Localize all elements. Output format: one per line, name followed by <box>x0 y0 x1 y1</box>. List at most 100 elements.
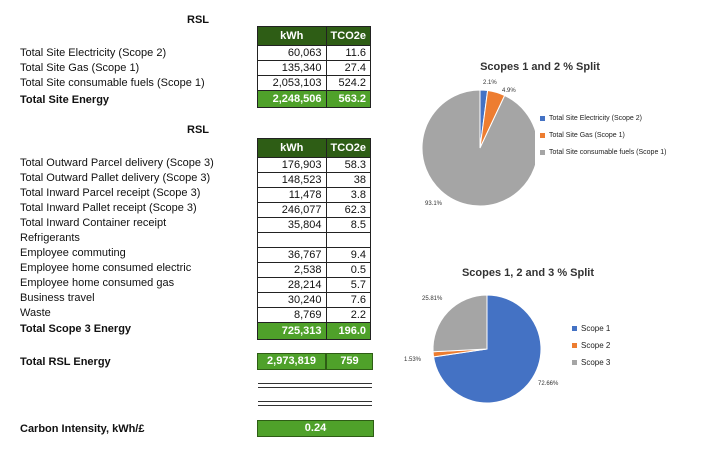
col-tco2e-header: TCO2e <box>325 138 372 158</box>
row-label: Total Outward Parcel delivery (Scope 3) <box>20 157 214 169</box>
table-row: 28,214 5.7 <box>257 277 372 293</box>
total-kwh-cell: 2,248,506 <box>257 90 327 108</box>
legend-item: Total Site consumable fuels (Scope 1) <box>540 144 667 161</box>
pie1-slice-3 <box>421 89 535 207</box>
pie2-slice-3 <box>432 294 488 353</box>
row-label: Business travel <box>20 292 95 304</box>
kwh-cell: 148,523 <box>257 172 327 188</box>
pie1-data-label: 93.1% <box>425 201 443 207</box>
pie2-data-label: 1.53% <box>404 357 422 363</box>
kwh-cell: 35,804 <box>257 217 327 233</box>
legend-label: Total Site Electricity (Scope 2) <box>549 115 642 122</box>
kwh-cell: 2,538 <box>257 262 327 278</box>
kwh-cell: 30,240 <box>257 292 327 308</box>
legend-item: Scope 3 <box>572 354 610 371</box>
tco2e-cell: 38 <box>325 172 372 188</box>
total-rsl-tco2e: 759 <box>326 353 373 370</box>
row-label: Total Inward Parcel receipt (Scope 3) <box>20 187 201 199</box>
row-label: Total Site Gas (Scope 1) <box>20 62 140 74</box>
kwh-cell: 8,769 <box>257 307 327 323</box>
legend-swatch <box>540 132 545 138</box>
carbon-intensity-value: 0.24 <box>257 420 374 437</box>
pie2-data-label: 72.66% <box>538 381 559 387</box>
total-row: 2,248,506 563.2 <box>257 90 372 108</box>
legend-swatch <box>572 343 577 349</box>
row-label: Total Outward Pallet delivery (Scope 3) <box>20 172 211 184</box>
total-row: 725,313 196.0 <box>257 322 372 340</box>
carbon-intensity-label: Carbon Intensity, kWh/£ <box>20 423 145 435</box>
chart2-pie: 72.66% 1.53% 25.81% <box>404 294 559 404</box>
tco2e-cell: 0.5 <box>325 262 372 278</box>
legend-label: Scope 2 <box>581 341 611 350</box>
legend-item: Total Site Gas (Scope 1) <box>540 127 667 144</box>
table-row: 176,903 58.3 <box>257 157 372 173</box>
kwh-cell: 36,767 <box>257 247 327 263</box>
legend-label: Total Site consumable fuels (Scope 1) <box>549 149 667 156</box>
legend-swatch <box>540 115 545 121</box>
table-row: 11,478 3.8 <box>257 187 372 203</box>
legend-label: Total Site Gas (Scope 1) <box>549 132 625 139</box>
total-tco2e-cell: 563.2 <box>325 90 372 108</box>
chart2-legend: Scope 1 Scope 2 Scope 3 <box>572 320 610 371</box>
tco2e-cell: 58.3 <box>325 157 372 173</box>
kwh-cell: 60,063 <box>257 45 327 61</box>
pie1-data-label: 2.1% <box>483 80 497 86</box>
table-row: 36,767 9.4 <box>257 247 372 263</box>
chart2-title: Scopes 1, 2 and 3 % Split <box>461 267 595 279</box>
col-tco2e-header: TCO2e <box>325 26 372 46</box>
kwh-cell: 2,053,103 <box>257 75 327 91</box>
legend-item: Total Site Electricity (Scope 2) <box>540 110 667 127</box>
table-row: 135,340 27.4 <box>257 60 372 76</box>
legend-label: Scope 3 <box>581 358 611 367</box>
row-label: Total Inward Pallet receipt (Scope 3) <box>20 202 197 214</box>
kwh-cell: 28,214 <box>257 277 327 293</box>
row-label: Waste <box>20 307 51 319</box>
tco2e-cell: 8.5 <box>325 217 372 233</box>
total-scope3-label: Total Scope 3 Energy <box>20 323 132 335</box>
table-row: 60,063 11.6 <box>257 45 372 61</box>
row-label: Employee commuting <box>20 247 126 259</box>
legend-swatch <box>572 360 577 366</box>
row-label: Total Inward Container receipt <box>20 217 167 229</box>
tco2e-cell: 9.4 <box>325 247 372 263</box>
col-kwh-header: kWh <box>257 138 327 158</box>
legend-swatch <box>540 149 545 155</box>
pie1-slices <box>421 89 535 207</box>
legend-swatch <box>572 326 577 332</box>
site-energy-table: kWh TCO2e 60,063 11.6 135,340 27.4 2,053… <box>257 26 372 108</box>
tco2e-cell: 524.2 <box>325 75 372 91</box>
table-row: 30,240 7.6 <box>257 292 372 308</box>
row-label: Employee home consumed electric <box>20 262 192 274</box>
chart1-title: Scopes 1 and 2 % Split <box>480 61 600 73</box>
section2-heading: RSL <box>187 124 209 136</box>
kwh-cell: 176,903 <box>257 157 327 173</box>
total-rsl-energy-label: Total RSL Energy <box>20 356 111 368</box>
double-divider <box>258 383 372 388</box>
tco2e-cell: 3.8 <box>325 187 372 203</box>
legend-item: Scope 1 <box>572 320 610 337</box>
section1-heading: RSL <box>187 14 209 26</box>
kwh-cell: 11,478 <box>257 187 327 203</box>
total-tco2e-cell: 196.0 <box>325 322 372 340</box>
table-row: 8,769 2.2 <box>257 307 372 323</box>
row-label: Total Site consumable fuels (Scope 1) <box>20 77 205 89</box>
table-row: 2,053,103 524.2 <box>257 75 372 91</box>
row-label: Employee home consumed gas <box>20 277 175 289</box>
total-site-energy-label: Total Site Energy <box>20 94 110 106</box>
tco2e-cell: 2.2 <box>325 307 372 323</box>
table-row: 35,804 8.5 <box>257 217 372 233</box>
row-label: Refrigerants <box>20 232 80 244</box>
pie2-data-label: 25.81% <box>422 296 443 302</box>
table-row: 2,538 0.5 <box>257 262 372 278</box>
kwh-cell: 246,077 <box>257 202 327 218</box>
kwh-cell <box>257 232 327 248</box>
tco2e-cell: 5.7 <box>325 277 372 293</box>
chart1-pie: 2.1% 4.9% 93.1% <box>421 80 535 207</box>
tco2e-cell <box>325 232 372 248</box>
legend-label: Scope 1 <box>581 324 611 333</box>
legend-item: Scope 2 <box>572 337 610 354</box>
pie2-slices <box>432 294 542 404</box>
total-rsl-kwh: 2,973,819 <box>257 353 326 370</box>
tco2e-cell: 7.6 <box>325 292 372 308</box>
kwh-cell: 135,340 <box>257 60 327 76</box>
